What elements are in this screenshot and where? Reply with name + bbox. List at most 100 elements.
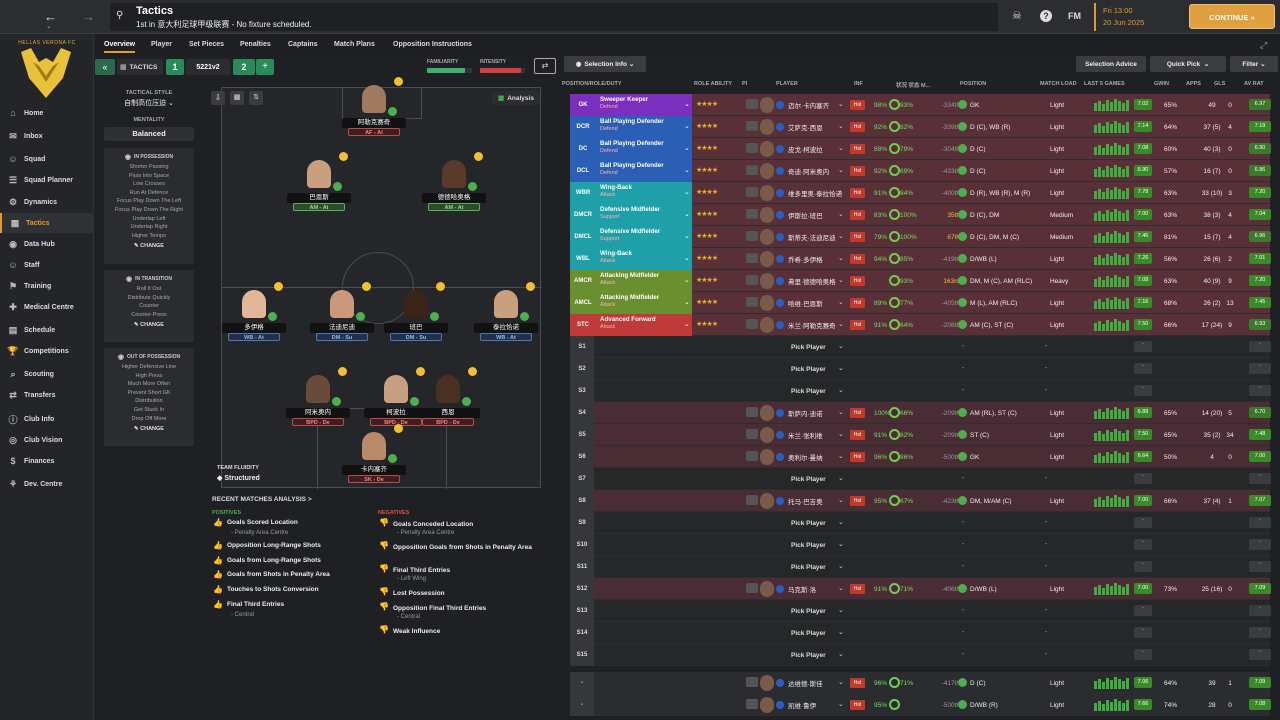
fm-logo[interactable]: FM xyxy=(1068,11,1081,21)
player-name[interactable]: 伊斯拉·班巴 xyxy=(788,213,823,220)
selection-info-button[interactable]: ◉ Selection Info ⌄ xyxy=(564,56,646,72)
chevron-down-icon[interactable]: ⌄ xyxy=(838,145,844,152)
pitch-player[interactable]: 巴恩斯 AM - At xyxy=(287,152,351,220)
chart-icon[interactable]: ▩ xyxy=(230,91,244,105)
role-duty-select[interactable]: Advanced Forward Attack xyxy=(596,314,692,336)
player-name[interactable]: 马克斯·洛 xyxy=(788,587,817,594)
chevron-down-icon[interactable]: ⌄ xyxy=(838,651,844,658)
sub-row[interactable]: S6 奥利尔·曼纳 ⌄ Hol 96% 86% -500th GK Light 6.64 50% 4 0… xyxy=(570,446,1271,468)
chevron-down-icon[interactable]: ⌄ xyxy=(838,255,844,262)
chevron-down-icon[interactable]: ⌄ xyxy=(684,233,690,240)
chevron-down-icon[interactable]: ⌄ xyxy=(838,409,844,416)
col-position[interactable]: POSITION xyxy=(960,81,987,87)
negative-item[interactable]: Lost Possession xyxy=(393,590,445,597)
col-last-5-games[interactable]: LAST 5 GAMES xyxy=(1084,81,1125,87)
out-of-possession-change-button[interactable]: ✎ CHANGE xyxy=(134,426,164,433)
tactics-toggle[interactable]: ▦ TACTICS xyxy=(117,59,163,75)
pick-player-select[interactable]: Pick Player xyxy=(791,607,826,615)
chevron-down-icon[interactable]: ⌄ xyxy=(684,299,690,306)
col-player[interactable]: PLAYER xyxy=(776,81,798,87)
player-name[interactable]: 斯萨内·迪诺 xyxy=(788,411,823,418)
analysis-button[interactable]: ▦ Analysis xyxy=(492,91,540,105)
player-name[interactable]: 乔希·多伊格 xyxy=(788,257,823,264)
player-role[interactable]: DM - Su xyxy=(316,333,368,341)
col-role-ability[interactable]: ROLE ABILITY xyxy=(694,81,732,87)
player-name[interactable]: 艾萨克·西恩 xyxy=(788,125,823,132)
collapse-button[interactable]: « xyxy=(95,59,115,75)
player-role[interactable]: DM - Su xyxy=(390,333,442,341)
date-panel[interactable]: Fri 13:00 20 Jun 2025 xyxy=(1094,3,1180,31)
sidebar-item-competitions[interactable]: 🏆 Competitions xyxy=(0,341,94,361)
role-duty-select[interactable]: Attacking Midfielder Attack xyxy=(596,292,692,314)
chevron-down-icon[interactable]: ⌄ xyxy=(684,101,690,108)
pitch-player[interactable]: 卡内塞齐 SK - De xyxy=(342,424,406,492)
player-name[interactable]: 达维德·斯佳 xyxy=(788,681,823,688)
sidebar-item-data-hub[interactable]: ◉ Data Hub xyxy=(0,234,94,254)
starter-row[interactable]: STC Advanced Forward Attack ⌄ ★★★★ 米兰·阿勒克赛奇 ⌄ H… xyxy=(570,314,1271,336)
quick-pick-button[interactable]: Quick Pick ⌄ xyxy=(1150,56,1226,72)
reserve-row[interactable]: - 凯维·鲁伊 ⌄ Hol 95% -500th D/WB (R) Light 7.66 74% 2… xyxy=(570,694,1271,716)
col-apps[interactable]: APPS xyxy=(1186,81,1201,87)
negative-item[interactable]: Final Third Entries xyxy=(393,567,451,574)
player-name[interactable]: 斯蒂夫·法迪尼迪 xyxy=(788,235,836,242)
back-arrow-icon[interactable]: ← xyxy=(44,9,57,24)
chevron-down-icon[interactable]: ⌄ xyxy=(838,519,844,526)
chevron-down-icon[interactable]: ⌄ xyxy=(838,189,844,196)
starter-row[interactable]: DCL Ball Playing Defender Defend ⌄ ★★★★ 奇迪·阿米… xyxy=(570,160,1271,182)
role-duty-select[interactable]: Attacking Midfielder Attack xyxy=(596,270,692,292)
role-duty-select[interactable]: Defensive Midfielder Support xyxy=(596,226,692,248)
sidebar-item-transfers[interactable]: ⇄ Transfers xyxy=(0,385,94,405)
role-duty-select[interactable]: Wing-Back Attack xyxy=(596,248,692,270)
negative-item[interactable]: Opposition Goals from Shots in Penalty A… xyxy=(393,544,532,551)
positive-item[interactable]: Opposition Long-Range Shots xyxy=(227,542,321,549)
col-av-rat[interactable]: AV RAT xyxy=(1244,81,1264,87)
sidebar-item-club-vision[interactable]: ◎ Club Vision xyxy=(0,430,94,450)
role-duty-select[interactable]: Wing-Back Attack xyxy=(596,182,692,204)
player-role[interactable]: AM - At xyxy=(293,203,345,211)
player-role[interactable]: BPD - De xyxy=(292,418,344,426)
player-name[interactable]: 奥利尔·曼纳 xyxy=(788,455,823,462)
intensity-bar[interactable] xyxy=(480,68,525,73)
sub-row[interactable]: S5 米兰·张利维 ⌄ Hol 91% 82% -209th ST (C) Light 7.50 6… xyxy=(570,424,1271,446)
sidebar-item-home[interactable]: ⌂ Home xyxy=(0,103,94,123)
player-role[interactable]: BPD - De xyxy=(422,418,474,426)
continue-button[interactable]: CONTINUE » xyxy=(1189,4,1275,29)
chevron-down-icon[interactable]: ⌄ xyxy=(838,123,844,130)
sub-row[interactable]: S7 Pick Player ⌄ - - - - xyxy=(570,468,1271,490)
pitch-player[interactable]: 多伊格 WB - At xyxy=(222,282,286,350)
reserve-row[interactable]: - 达维德·斯佳 ⌄ Hol 96% 71% -417th D (C) Light 7.06 64%… xyxy=(570,672,1271,694)
chevron-down-icon[interactable]: ⌄ xyxy=(838,387,844,394)
col-pi[interactable]: PI xyxy=(742,81,748,87)
tab-penalties[interactable]: Penalties xyxy=(240,41,271,48)
chevron-down-icon[interactable]: ⌄ xyxy=(838,541,844,548)
sidebar-item-squad[interactable]: ☺ Squad xyxy=(0,149,94,169)
pitch-player[interactable]: 德德哈奥格 AM - At xyxy=(422,152,486,220)
tab-set-pieces[interactable]: Set Pieces xyxy=(189,41,225,48)
pick-player-select[interactable]: Pick Player xyxy=(791,629,826,637)
pitch-player[interactable]: 阿勒克赛奇 AF - At xyxy=(342,77,406,145)
sub-row[interactable]: S10 Pick Player ⌄ - - - - xyxy=(570,534,1271,556)
positive-item[interactable]: Goals from Shots in Penalty Area xyxy=(227,571,330,578)
tactic-slot-2[interactable]: 2 xyxy=(233,59,255,75)
chevron-down-icon[interactable]: ⌄ xyxy=(838,233,844,240)
sidebar-item-inbox[interactable]: ✉ Inbox xyxy=(0,126,94,146)
col-condition[interactable]: 状况 状态 M... xyxy=(896,83,931,89)
sub-row[interactable]: S15 Pick Player ⌄ - - - - xyxy=(570,644,1271,666)
add-tactic-button[interactable]: + xyxy=(256,59,274,75)
starter-row[interactable]: DCR Ball Playing Defender Defend ⌄ ★★★★ 艾萨克·西… xyxy=(570,116,1271,138)
player-role[interactable]: SK - De xyxy=(348,475,400,483)
chevron-down-icon[interactable]: ⌄ xyxy=(838,475,844,482)
swap-button[interactable]: ⇄ xyxy=(534,58,556,74)
chevron-down-icon[interactable]: ⌄ xyxy=(838,211,844,218)
arrange-icon[interactable]: ⇅ xyxy=(249,91,263,105)
chevron-down-icon[interactable]: ⌄ xyxy=(838,453,844,460)
pick-player-select[interactable]: Pick Player xyxy=(791,541,826,549)
sub-row[interactable]: S14 Pick Player ⌄ - - - - xyxy=(570,622,1271,644)
sidebar-item-staff[interactable]: ☺ Staff xyxy=(0,255,94,275)
tactic-slot-1[interactable]: 1 xyxy=(166,59,184,75)
sidebar-item-squad-planner[interactable]: ☰ Squad Planner xyxy=(0,170,94,190)
pick-player-select[interactable]: Pick Player xyxy=(791,365,826,373)
col-match-load[interactable]: MATCH LOAD xyxy=(1040,81,1077,87)
col-gwin[interactable]: GWIN xyxy=(1154,81,1169,87)
chevron-down-icon[interactable]: ⌄ xyxy=(684,189,690,196)
